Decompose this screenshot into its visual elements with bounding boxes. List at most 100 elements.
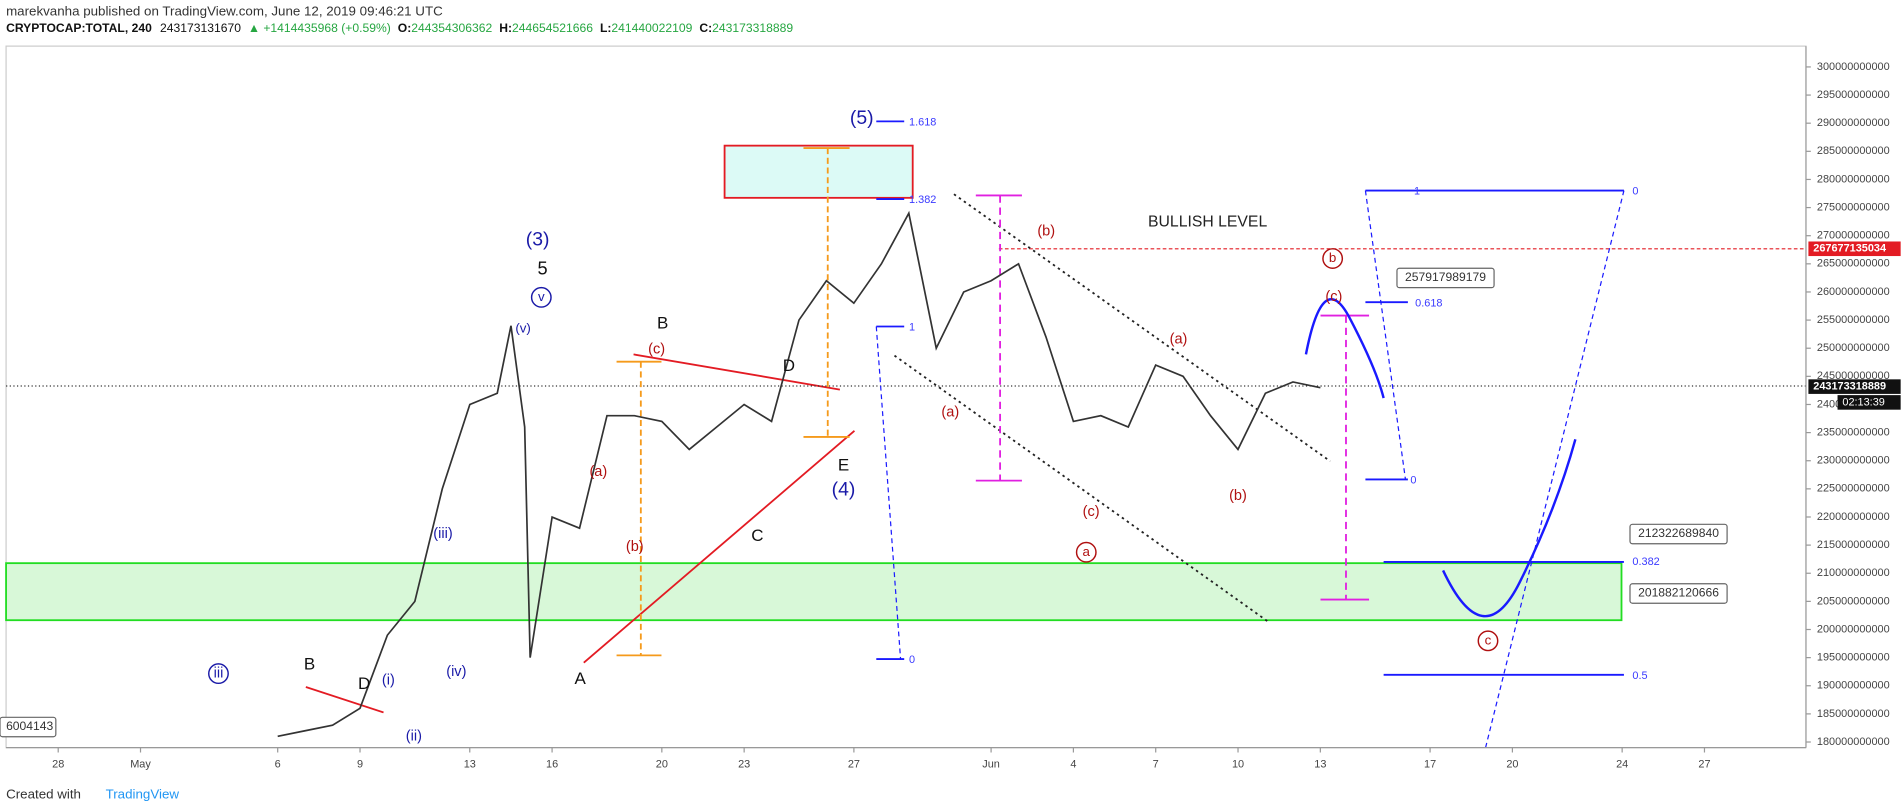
y-tick-label: 275000000000 [1817,201,1890,213]
y-tick-label: 225000000000 [1817,483,1890,495]
y-tick-label: 245000000000 [1817,370,1890,382]
x-tick-label: 6 [275,759,281,771]
y-tick-label: 290000000000 [1817,117,1890,129]
wave-label: E [838,456,849,475]
l: 241440022109 [611,21,692,35]
wave-circle [1322,248,1344,269]
wave-label: (b) [626,539,644,555]
fib-label: 0.382 [1632,556,1659,568]
x-tick-label: 20 [656,759,668,771]
h: 244654521666 [512,21,593,35]
wave-label: 5 [537,258,547,278]
wave-label: (5) [850,107,874,129]
trend-line [305,686,384,714]
fib-trend [1364,190,1407,480]
wave-label: D [358,674,370,693]
footer-brand: TradingView [106,787,180,802]
wave-label: B [657,314,668,333]
callout [1396,267,1495,289]
wave-label: B [304,655,315,674]
y-tick-label: 295000000000 [1817,89,1890,101]
fib-label: 1.618 [909,116,936,128]
fib-trend [1484,190,1625,748]
wave-label: BULLISH LEVEL [1148,213,1267,230]
wave-label: (iv) [446,664,466,680]
wave-label: (a) [1170,332,1188,348]
x-tick-label: 13 [464,759,476,771]
wave-label: (4) [832,478,856,500]
y-tick-label: 215000000000 [1817,539,1890,551]
wave-label: (b) [1229,488,1247,504]
header-line: CRYPTOCAP:TOTAL, 240 243173131670 ▲ +141… [6,21,793,35]
x-tick-label: 13 [1314,759,1326,771]
wave-label: (c) [648,341,665,357]
price-tag [1808,241,1901,257]
wave-label: (ii) [406,729,422,745]
x-tick-label: 7 [1153,759,1159,771]
callout-label: 6004143 [6,719,53,733]
x-tick-label: 9 [357,759,363,771]
price-tag-label: 267677135034 [1813,243,1886,255]
wave-label: C [751,526,763,545]
price-tag-label: 243173318889 [1813,381,1886,393]
x-tick-label: 17 [1424,759,1436,771]
y-tick-label: 250000000000 [1817,342,1890,354]
y-tick-label: 190000000000 [1817,680,1890,692]
chart-layer: 1800000000001850000000001900000000001950… [52,61,1901,771]
wave-label: a [1083,544,1091,559]
x-tick-label: 28 [52,759,64,771]
y-tick-label: 270000000000 [1817,230,1890,242]
c-label: C: [699,21,712,35]
x-tick-label: 23 [738,759,750,771]
wave-label: (3) [526,228,550,250]
wave-label: (a) [941,405,959,421]
price-tag [1808,379,1901,394]
published: marekvanha published on TradingView.com,… [6,4,443,19]
wave-circle [530,286,552,308]
y-tick-label: 285000000000 [1817,145,1890,157]
channel-line [893,354,1271,624]
l-label: L: [600,21,611,35]
fib-label: 0.5 [1632,670,1647,682]
fib-label: 1.382 [909,194,936,206]
callout-label: 212322689840 [1638,526,1719,540]
x-tick-label: 16 [546,759,558,771]
drawings [6,120,1806,748]
target-box [723,144,914,199]
fib-label: 1 [1414,186,1420,198]
y-tick-label: 195000000000 [1817,652,1890,664]
x-tick-label: 20 [1506,759,1518,771]
y-tick-label: 300000000000 [1817,61,1890,73]
y-tick-label: 255000000000 [1817,314,1890,326]
h-label: H: [499,21,512,35]
support-zone [5,562,1623,622]
wave-circle [1477,630,1499,652]
countdown-box [1837,395,1901,410]
channel-line [953,193,1331,462]
countdown: 02:13:39 [1842,396,1884,408]
x-tick-label: Jun [982,759,1000,771]
triangle-line [583,430,856,664]
fib-label: 0 [909,654,915,666]
y-tick-label: 205000000000 [1817,595,1890,607]
symbol: CRYPTOCAP:TOTAL, 240 [6,21,152,35]
wave-label: b [1329,250,1336,265]
change: ▲ +1414435968 (+0.59%) [248,21,391,35]
wave-label: (iii) [433,526,452,542]
wave-label: (c) [1325,289,1342,305]
y-tick-label: 200000000000 [1817,623,1890,635]
x-tick-label: 24 [1616,759,1628,771]
callout [1629,583,1728,604]
wave-label: v [538,289,545,304]
o: 244354306362 [411,21,492,35]
path-arrow [1441,439,1577,618]
fib-label: 1 [909,322,915,334]
wave-label: (a) [589,464,607,480]
y-tick-label: 235000000000 [1817,426,1890,438]
fib-label: 0 [1632,186,1638,198]
y-tick-label: 280000000000 [1817,173,1890,185]
x-tick-label: 10 [1232,759,1244,771]
